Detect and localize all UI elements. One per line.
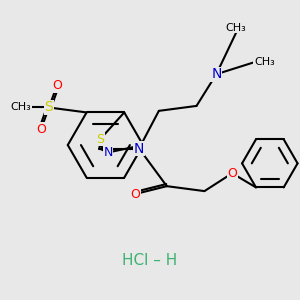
- Text: HCl – H: HCl – H: [122, 254, 178, 268]
- Text: O: O: [36, 123, 46, 136]
- Text: O: O: [130, 188, 140, 201]
- Text: CH₃: CH₃: [11, 103, 32, 112]
- Text: N: N: [103, 146, 113, 159]
- Text: O: O: [227, 167, 237, 180]
- Text: N: N: [211, 67, 221, 81]
- Text: O: O: [52, 79, 62, 92]
- Text: S: S: [45, 100, 53, 115]
- Text: CH₃: CH₃: [254, 57, 275, 67]
- Text: N: N: [134, 142, 144, 155]
- Text: S: S: [96, 133, 104, 146]
- Text: CH₃: CH₃: [226, 22, 247, 33]
